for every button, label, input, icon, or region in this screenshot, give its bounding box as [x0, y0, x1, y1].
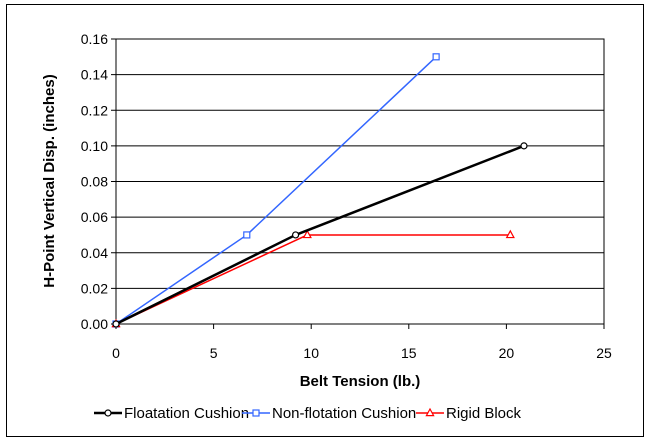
y-tick-label: 0.14: [81, 67, 108, 83]
x-tick-label: 20: [499, 345, 515, 361]
series-group: [111, 53, 528, 328]
chart-frame: [6, 4, 644, 437]
series-line: [115, 56, 437, 325]
y-tick-label: 0.10: [81, 138, 108, 154]
y-tick-label: 0.04: [81, 245, 108, 261]
y-tick-label: 0.02: [81, 280, 108, 296]
y-tick-label: 0.08: [81, 174, 108, 190]
data-point: [243, 231, 251, 239]
y-tick-label: 0.12: [81, 102, 108, 118]
x-axis-title: Belt Tension (lb.): [300, 373, 421, 390]
data-point: [112, 320, 120, 328]
legend-swatch-marker: [425, 407, 435, 417]
y-tick-label: 0.00: [81, 316, 108, 332]
legend-swatch-marker: [104, 409, 112, 417]
axis-ticks: 0.00 0.02 0.04 0.06 0.08 0.10 0.12 0.14 0.16 0 5 10…: [81, 31, 612, 361]
legend-label: Non-flotation Cushion: [272, 405, 416, 422]
data-point: [505, 229, 515, 239]
y-tick-label: 0.16: [81, 31, 108, 47]
data-point: [520, 142, 528, 150]
x-tick-label: 0: [112, 345, 120, 361]
x-tick-label: 15: [401, 345, 417, 361]
y-tick-label: 0.06: [81, 209, 108, 225]
x-tick-label: 10: [303, 345, 319, 361]
gridlines: [116, 74, 604, 289]
y-axis-title: H-Point Vertical Disp. (inches): [41, 74, 58, 287]
x-tick-label: 25: [596, 345, 612, 361]
legend-label: Floatation Cushion: [124, 405, 249, 422]
data-point: [432, 53, 440, 61]
legend-swatch-marker: [252, 409, 260, 417]
legend: Floatation Cushion Non-flotation Cushion R…: [94, 405, 522, 422]
data-point: [291, 231, 300, 239]
x-tick-label: 5: [210, 345, 218, 361]
data-point: [302, 229, 312, 239]
series-line: [115, 234, 511, 325]
legend-label: Rigid Block: [446, 405, 522, 422]
